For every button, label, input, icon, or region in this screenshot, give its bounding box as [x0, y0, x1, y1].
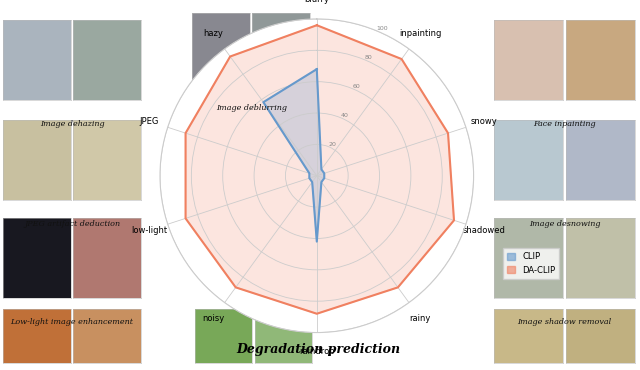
Text: Image desnowing: Image desnowing	[529, 220, 600, 228]
Text: Face inpainting: Face inpainting	[533, 120, 596, 128]
Text: JPEG artifact deduction: JPEG artifact deduction	[24, 220, 120, 228]
Text: Degradation prediction: Degradation prediction	[236, 343, 400, 356]
Polygon shape	[186, 25, 454, 314]
Text: Image deblurring: Image deblurring	[216, 104, 287, 112]
Polygon shape	[263, 69, 324, 242]
Text: Low-light image enhancement: Low-light image enhancement	[10, 318, 134, 326]
Text: Image dehazing: Image dehazing	[40, 120, 104, 128]
Text: Image shadow removal: Image shadow removal	[517, 318, 612, 326]
Legend: CLIP, DA-CLIP: CLIP, DA-CLIP	[503, 248, 559, 279]
